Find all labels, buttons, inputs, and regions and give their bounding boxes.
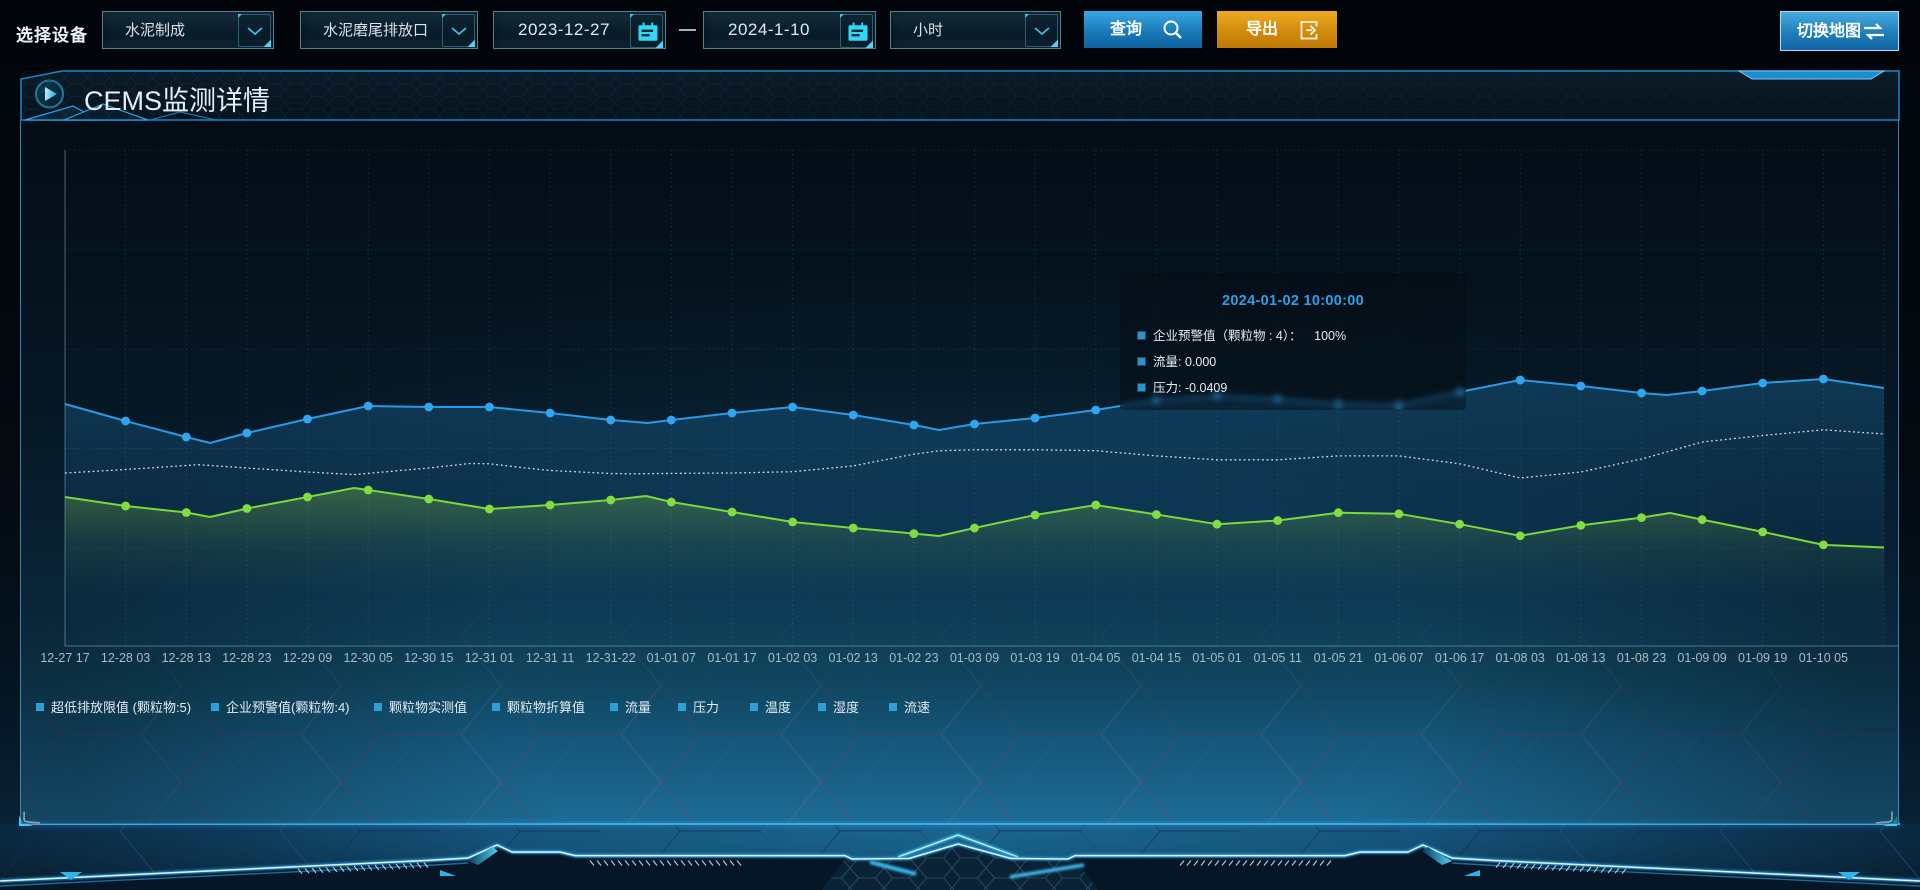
svg-text:12-28 03: 12-28 03 [101, 651, 150, 665]
svg-text:12-31-22: 12-31-22 [586, 651, 636, 665]
svg-text:12-29 09: 12-29 09 [283, 651, 332, 665]
svg-text:01-08 13: 01-08 13 [1556, 651, 1605, 665]
svg-text:12-30 05: 12-30 05 [344, 651, 393, 665]
svg-text:01-01 07: 01-01 07 [647, 651, 696, 665]
svg-text:01-05 01: 01-05 01 [1192, 651, 1241, 665]
svg-text:01-08 03: 01-08 03 [1496, 651, 1545, 665]
svg-text:12-27 17: 12-27 17 [40, 651, 89, 665]
svg-text:01-04 15: 01-04 15 [1132, 651, 1181, 665]
svg-text:01-06 17: 01-06 17 [1435, 651, 1484, 665]
svg-text:12-31 01: 12-31 01 [465, 651, 514, 665]
svg-text:12-28 13: 12-28 13 [162, 651, 211, 665]
svg-text:01-05 21: 01-05 21 [1314, 651, 1363, 665]
svg-text:12-28 23: 12-28 23 [222, 651, 271, 665]
svg-text:01-08 23: 01-08 23 [1617, 651, 1666, 665]
svg-text:01-04 05: 01-04 05 [1071, 651, 1120, 665]
svg-text:12-31 11: 12-31 11 [526, 651, 574, 665]
svg-text:01-02 03: 01-02 03 [768, 651, 817, 665]
svg-text:01-09 19: 01-09 19 [1738, 651, 1787, 665]
svg-text:01-02 23: 01-02 23 [889, 651, 938, 665]
svg-text:01-06 07: 01-06 07 [1374, 651, 1423, 665]
svg-text:01-03 19: 01-03 19 [1010, 651, 1059, 665]
svg-text:01-10 05: 01-10 05 [1799, 651, 1848, 665]
svg-text:01-02 13: 01-02 13 [829, 651, 878, 665]
svg-text:01-05 11: 01-05 11 [1253, 651, 1301, 665]
svg-text:01-09 09: 01-09 09 [1677, 651, 1726, 665]
svg-text:12-30 15: 12-30 15 [404, 651, 453, 665]
svg-text:01-01 17: 01-01 17 [707, 651, 756, 665]
svg-text:01-03 09: 01-03 09 [950, 651, 999, 665]
